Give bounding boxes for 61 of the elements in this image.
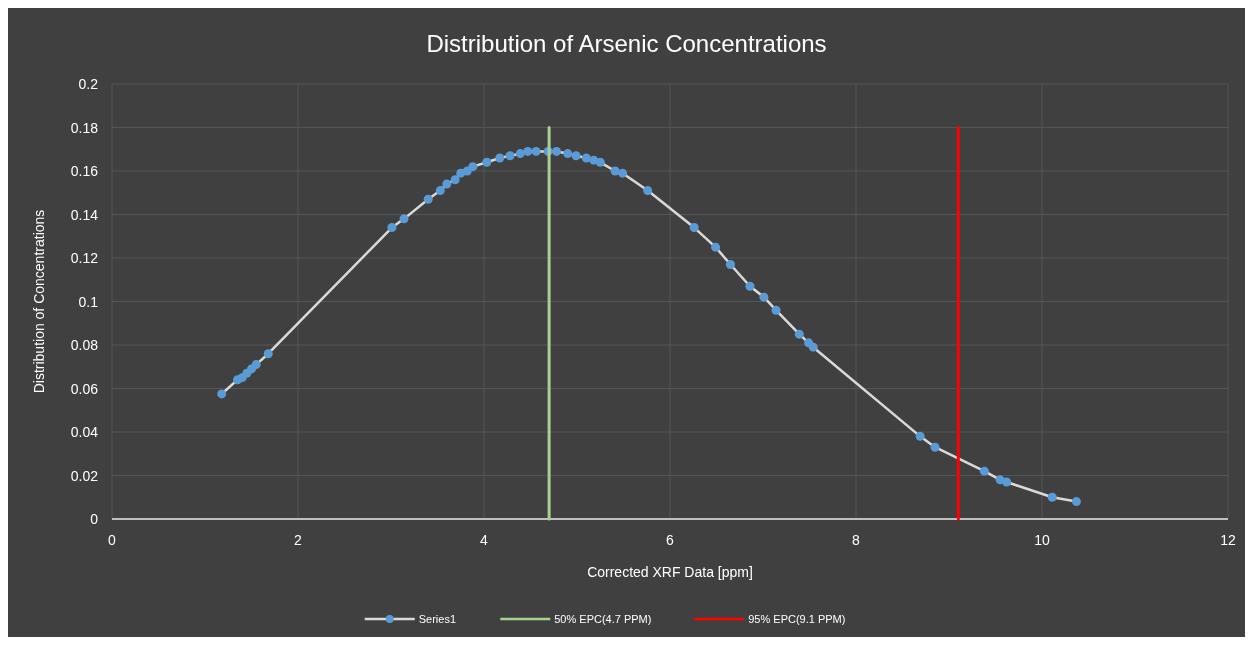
legend-label: 95% EPC(9.1 PPM) <box>748 613 846 625</box>
y-tick-label: 0.06 <box>70 380 99 397</box>
point <box>915 431 925 441</box>
point <box>1047 492 1057 502</box>
point <box>450 175 460 185</box>
point <box>930 442 940 452</box>
point <box>515 149 525 159</box>
y-tick-label: 0 <box>90 511 99 527</box>
point <box>442 179 452 189</box>
point <box>523 146 533 156</box>
point <box>563 149 573 159</box>
point <box>263 349 273 359</box>
point <box>435 186 445 196</box>
point <box>759 292 769 302</box>
point <box>1002 477 1012 487</box>
x-tick-label: 12 <box>1220 532 1236 548</box>
x-tick-label: 6 <box>666 532 675 548</box>
y-tick-label: 0.18 <box>70 119 99 136</box>
chart-title: Distribution of Arsenic Concentrations <box>426 30 827 57</box>
point <box>808 342 818 352</box>
x-tick-label: 2 <box>294 532 303 548</box>
x-tick-label: 10 <box>1034 532 1050 548</box>
y-tick-label: 0.02 <box>70 467 99 484</box>
point <box>725 260 735 270</box>
point <box>771 305 781 315</box>
point <box>745 281 755 291</box>
legend-label: 50% EPC(4.7 PPM) <box>554 613 652 625</box>
y-tick-label: 0.08 <box>70 337 99 353</box>
point <box>689 223 699 233</box>
point <box>495 153 505 163</box>
point <box>979 466 989 476</box>
point <box>505 151 515 161</box>
y-tick-label: 0.12 <box>70 250 99 266</box>
x-tick-label: 0 <box>108 532 117 548</box>
point <box>618 168 628 178</box>
point <box>387 223 397 233</box>
y-tick-label: 0.1 <box>78 293 99 310</box>
point <box>581 153 591 163</box>
x-tick-label: 8 <box>852 532 861 548</box>
point <box>399 214 409 224</box>
point <box>217 389 227 399</box>
point <box>423 194 433 204</box>
point <box>1071 497 1081 507</box>
y-tick-label: 0.16 <box>70 163 99 179</box>
y-tick-label: 0.2 <box>78 76 99 92</box>
y-axis-title: Distribution of Concentrations <box>31 209 47 394</box>
x-axis-title: Corrected XRF Data [ppm] <box>587 564 753 580</box>
point <box>711 242 721 252</box>
y-tick-label: 0.04 <box>70 424 99 440</box>
point <box>251 360 261 370</box>
point <box>552 146 562 156</box>
y-tick-label: 0.14 <box>70 206 99 223</box>
point <box>595 157 605 167</box>
legend-label: Series1 <box>418 613 457 625</box>
point <box>531 146 541 156</box>
point <box>482 157 492 167</box>
point <box>468 162 478 172</box>
point <box>794 329 804 339</box>
x-tick-label: 4 <box>480 532 489 548</box>
point <box>571 151 581 161</box>
point <box>643 186 653 196</box>
